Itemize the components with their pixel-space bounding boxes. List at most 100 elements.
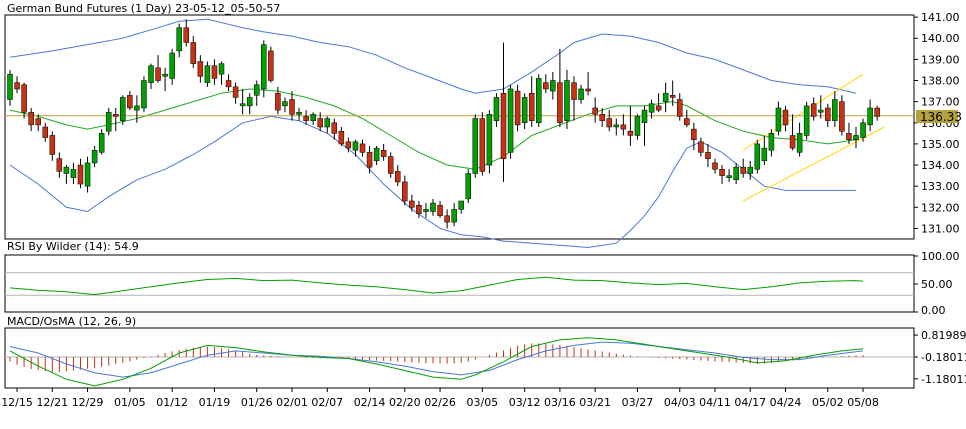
bollinger-lower-line: [9, 115, 856, 249]
candle: [662, 82, 669, 113]
candle: [14, 76, 20, 94]
candle: [550, 72, 556, 100]
candle: [197, 55, 204, 83]
candle-body: [134, 105, 140, 111]
candle: [655, 93, 662, 113]
candle: [472, 114, 479, 178]
rsi-tick-label: 100.00: [921, 250, 960, 263]
candle: [416, 200, 422, 218]
candle-body: [655, 105, 662, 111]
x-tick-label: 02/20: [389, 396, 421, 409]
candle-body: [789, 135, 796, 149]
price-tick-label: 138.00: [921, 75, 960, 88]
x-tick-label: 12/21: [36, 396, 68, 409]
candle-body: [141, 80, 147, 109]
x-tick-label: 01/12: [156, 396, 188, 409]
x-tick-label: 05/08: [847, 396, 879, 409]
candle-body: [21, 84, 27, 113]
candle: [775, 101, 782, 136]
candle-body: [691, 128, 697, 140]
candle: [592, 97, 598, 123]
candle: [261, 40, 267, 98]
candle: [70, 162, 77, 185]
candle-body: [303, 116, 309, 121]
candle-body: [493, 97, 500, 121]
candle-body: [705, 152, 711, 159]
candle: [818, 95, 824, 119]
candle: [726, 169, 732, 182]
candle: [127, 91, 133, 111]
candle: [387, 152, 394, 178]
candle: [606, 110, 612, 132]
x-tick-label: 04/24: [770, 396, 802, 409]
candle: [317, 112, 323, 132]
candle-body: [49, 135, 56, 155]
candle-body: [7, 73, 13, 100]
candle: [204, 61, 211, 87]
candle-body: [825, 107, 831, 121]
candle: [56, 152, 63, 178]
candle-body: [719, 169, 725, 176]
candle: [359, 139, 366, 157]
candle-body: [254, 84, 260, 96]
candle-body: [606, 118, 612, 128]
candle: [536, 74, 542, 127]
candle-body: [120, 97, 126, 121]
macd-title: MACD/OsMA (12, 26, 9): [7, 315, 136, 328]
candle-body: [70, 169, 77, 178]
candle: [874, 105, 880, 121]
candle-body: [113, 114, 119, 117]
price-tick-label: 132.00: [921, 201, 960, 214]
candle: [331, 118, 338, 140]
candle-body: [98, 133, 105, 153]
candle: [599, 107, 605, 127]
candle-body: [832, 99, 838, 121]
candle: [63, 165, 70, 185]
candle-body: [620, 124, 627, 130]
candle: [507, 84, 514, 159]
candle: [810, 97, 817, 121]
macd-tick-label: -0.18011: [921, 351, 966, 364]
candle: [768, 129, 775, 157]
candle: [585, 72, 591, 96]
candle-body: [105, 111, 112, 132]
x-tick-label: 02/07: [311, 396, 343, 409]
candle-body: [613, 124, 620, 128]
candle-body: [677, 99, 683, 117]
candle: [324, 116, 330, 134]
candle-body: [380, 149, 387, 157]
candle-body: [726, 175, 732, 178]
candle: [634, 114, 641, 140]
candle-body: [634, 116, 641, 136]
candle-body: [669, 95, 676, 98]
candle-body: [479, 118, 486, 172]
candle: [719, 165, 725, 185]
candle-body: [352, 141, 359, 151]
candle-body: [860, 122, 866, 138]
candle: [246, 93, 253, 115]
candle-body: [211, 65, 218, 79]
price-chart-title: German Bund Futures (1 Day) 23-05-12_05-…: [7, 2, 280, 15]
candle-body: [846, 133, 852, 140]
candle-body: [416, 204, 422, 214]
candle: [77, 158, 84, 189]
candle-body: [592, 107, 598, 115]
macd-panel: [4, 327, 915, 389]
candle: [705, 143, 711, 168]
candle: [620, 114, 627, 136]
candle-body: [761, 147, 768, 162]
price-tick-label: 140.00: [921, 32, 960, 45]
candle-body: [782, 109, 789, 126]
candle-body: [465, 173, 471, 200]
candle-body: [585, 88, 591, 92]
rsi-tick-label: 50.00: [921, 278, 953, 291]
x-tick-label: 05/02: [812, 396, 844, 409]
candle-body: [261, 44, 267, 90]
candle: [105, 107, 112, 136]
candle-body: [810, 103, 817, 117]
candle: [423, 203, 429, 218]
candle-body: [345, 141, 352, 149]
candle-body: [282, 101, 288, 107]
candle-body: [14, 82, 20, 90]
